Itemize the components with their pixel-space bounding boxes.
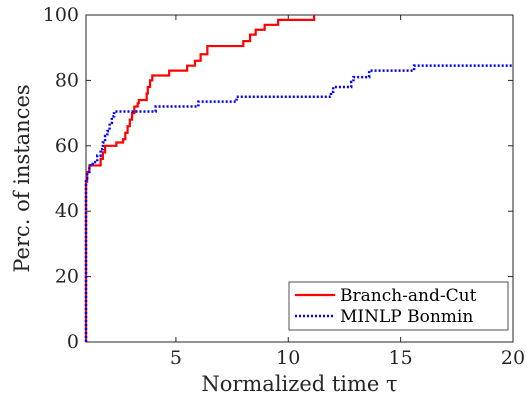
- legend-label-2: MINLP Bonmin: [340, 307, 473, 327]
- series-line-1: [84, 15, 316, 342]
- x-tick-label: 20: [501, 347, 525, 369]
- legend-label-1: Branch-and-Cut: [340, 286, 477, 306]
- x-tick-label: 15: [389, 347, 413, 369]
- y-tick-label: 0: [67, 331, 79, 353]
- series-layer: [84, 15, 513, 342]
- y-tick-label: 40: [55, 200, 79, 222]
- y-tick-label: 20: [55, 266, 79, 288]
- legend-box: [288, 281, 509, 331]
- y-tick-label: 60: [55, 135, 79, 157]
- y-axis-label: Perc. of instances: [10, 84, 34, 272]
- x-tick-label: 5: [170, 347, 182, 369]
- y-tick-label: 100: [43, 4, 79, 26]
- x-tick-label: 10: [276, 347, 300, 369]
- x-axis-label: Normalized time τ: [201, 372, 397, 396]
- series-line-2: [84, 64, 513, 342]
- y-tick-label: 80: [55, 69, 79, 91]
